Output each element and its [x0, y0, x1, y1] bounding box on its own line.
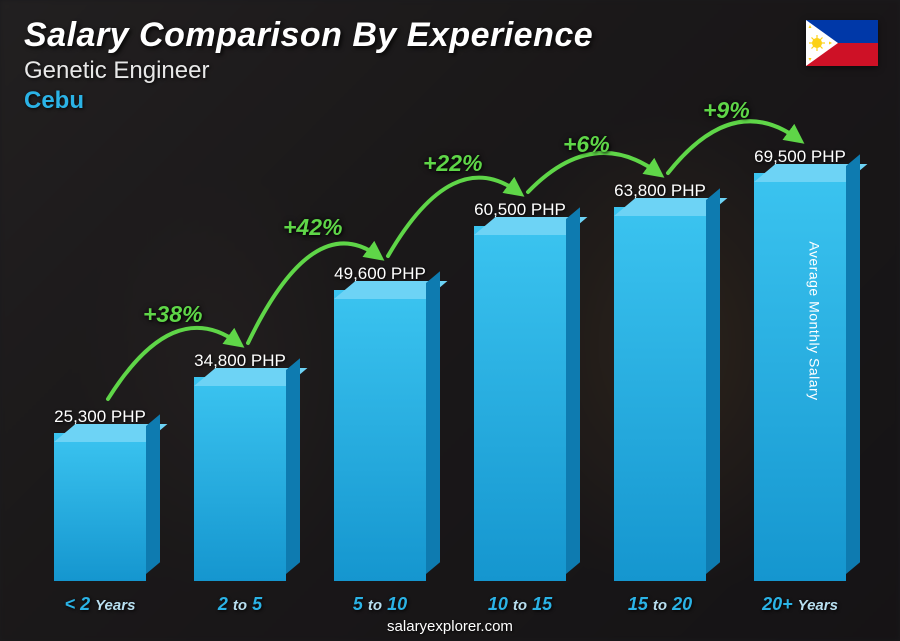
- bar: [194, 377, 286, 581]
- category-label: 10 to 15: [460, 594, 580, 615]
- header: Salary Comparison By Experience Genetic …: [24, 16, 593, 115]
- growth-pct-label: +9%: [703, 97, 750, 124]
- category-label: 5 to 10: [320, 594, 440, 615]
- growth-pct-label: +22%: [423, 150, 482, 177]
- chart-location: Cebu: [24, 87, 593, 115]
- category-label: < 2 Years: [40, 594, 160, 615]
- chart-subtitle: Genetic Engineer: [24, 57, 593, 85]
- bar-group: 60,500 PHP: [460, 200, 580, 581]
- bar: [614, 207, 706, 581]
- bar: [54, 433, 146, 581]
- growth-pct-label: +38%: [143, 301, 202, 328]
- footer-link: salaryexplorer.com: [0, 618, 900, 635]
- bar: [474, 226, 566, 581]
- bar-group: 63,800 PHP: [600, 181, 720, 581]
- bar-group: 69,500 PHP: [740, 147, 860, 581]
- category-labels: < 2 Years 2 to 5 5 to 10 10 to 15 15 to 20 20…: [30, 594, 870, 615]
- bar: [754, 173, 846, 581]
- flag-icon: [806, 20, 878, 66]
- category-label: 2 to 5: [180, 594, 300, 615]
- bar: [334, 290, 426, 581]
- chart-title: Salary Comparison By Experience: [24, 16, 593, 55]
- growth-pct-label: +42%: [283, 214, 342, 241]
- bar-group: 25,300 PHP: [40, 407, 160, 581]
- bar-group: 34,800 PHP: [180, 351, 300, 581]
- bar-group: 49,600 PHP: [320, 264, 440, 581]
- category-label: 15 to 20: [600, 594, 720, 615]
- category-label: 20+ Years: [740, 594, 860, 615]
- growth-pct-label: +6%: [563, 131, 610, 158]
- y-axis-label: Average Monthly Salary: [806, 241, 822, 400]
